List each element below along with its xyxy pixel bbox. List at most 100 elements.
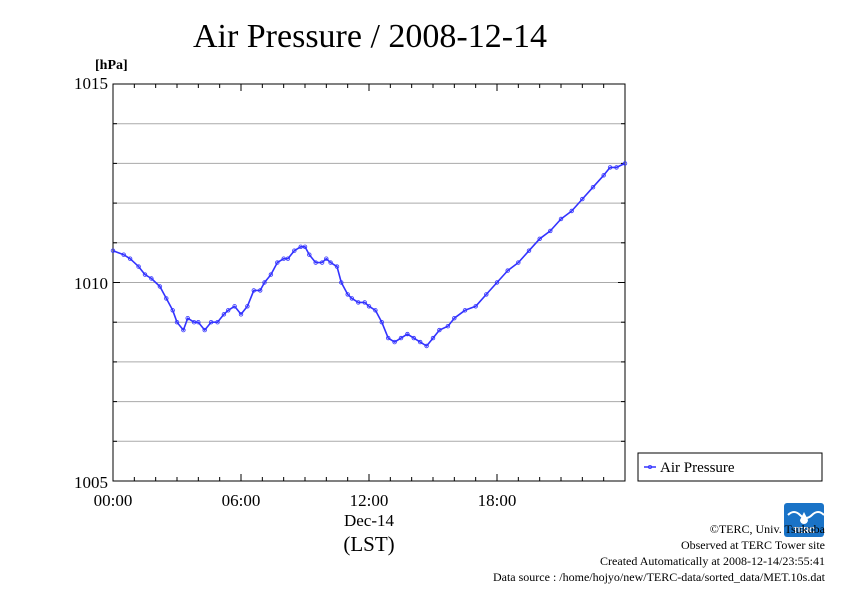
data-point [157, 284, 163, 289]
data-point [208, 320, 214, 325]
data-point [298, 244, 303, 249]
logo-text: TERC [793, 526, 815, 535]
data-point [110, 248, 116, 253]
data-point [262, 280, 267, 285]
observed-text: Observed at TERC Tower site [680, 538, 825, 552]
copyright-text: ©TERC, Univ. Tsukuba [709, 522, 825, 536]
created-text: Created Automatically at 2008-12-14/23:5… [600, 554, 825, 568]
data-point [285, 256, 291, 261]
data-point [202, 327, 207, 333]
series-group [110, 161, 628, 349]
data-point [313, 260, 318, 265]
data-point [136, 264, 141, 269]
data-point [245, 304, 250, 309]
data-point [185, 316, 190, 321]
legend-swatch-marker [648, 464, 653, 469]
legend-box [637, 452, 823, 482]
data-point [121, 252, 126, 257]
data-point [569, 208, 574, 214]
data-point [238, 312, 244, 317]
data-point [307, 252, 312, 257]
data-point [430, 335, 436, 341]
data-point [339, 280, 344, 285]
data-point [345, 292, 350, 297]
data-point [319, 260, 325, 265]
data-point [558, 216, 564, 222]
data-point [142, 272, 148, 277]
chart-title: Air Pressure / 2008-12-14 [193, 18, 547, 55]
data-point [221, 312, 227, 317]
data-point [302, 244, 308, 249]
terc-logo: TERC [784, 503, 825, 537]
legend-label: Air Pressure [660, 460, 735, 476]
data-point [601, 173, 606, 178]
data-point [548, 228, 553, 234]
data-point [164, 296, 169, 301]
y-tick-label: 1015 [74, 74, 108, 93]
data-point [445, 324, 451, 329]
data-point [196, 320, 201, 325]
data-point [411, 335, 416, 341]
data-point [452, 316, 457, 321]
data-point [537, 236, 542, 241]
data-point [127, 256, 133, 261]
data-point [268, 272, 274, 277]
x-tick-label: 12:00 [350, 491, 389, 510]
data-point [484, 292, 489, 297]
data-point [258, 288, 263, 293]
data-point [251, 288, 256, 293]
data-point [373, 308, 378, 313]
data-point [356, 300, 361, 305]
data-point [392, 339, 397, 345]
data-point [366, 304, 372, 309]
data-point [275, 260, 280, 265]
data-point [149, 276, 154, 281]
x-axis-date-label: Dec-14 [344, 511, 395, 530]
terc-logo-graphic: TERC [784, 503, 825, 537]
data-point [607, 165, 613, 170]
x-axis-timezone-label: (LST) [343, 532, 394, 556]
grid [113, 123, 625, 442]
data-point [473, 304, 478, 309]
data-point [281, 256, 286, 261]
data-point [170, 308, 175, 313]
data-point [181, 327, 186, 333]
x-tick-label: 06:00 [222, 491, 261, 510]
data-point [418, 339, 423, 345]
data-point [334, 264, 340, 269]
data-point [580, 196, 585, 202]
legend: Air Pressure [637, 452, 823, 482]
data-point [379, 320, 384, 325]
data-source-text: Data source : /home/hojyo/new/TERC-data/… [492, 570, 825, 584]
x-tick-label: 00:00 [94, 491, 133, 510]
x-tick-label: 18:00 [478, 491, 517, 510]
y-tick-label: 1005 [74, 473, 108, 492]
data-point [590, 184, 596, 190]
data-point [292, 248, 297, 253]
data-point [349, 296, 355, 301]
data-point [505, 268, 510, 273]
data-point [324, 256, 329, 261]
data-point [225, 308, 231, 313]
data-point [622, 161, 628, 166]
credits-block: ©TERC, Univ. Tsukuba Observed at TERC To… [493, 521, 825, 585]
data-point [328, 260, 333, 265]
data-point [494, 280, 500, 285]
data-point [232, 304, 237, 309]
data-point [516, 260, 521, 265]
data-point [215, 320, 220, 325]
data-point [174, 320, 180, 325]
data-point [386, 335, 391, 341]
data-point [191, 320, 197, 325]
data-point [405, 331, 410, 337]
y-tick-label: 1010 [74, 274, 108, 293]
data-point [362, 300, 367, 305]
series-line [112, 162, 626, 347]
data-point [526, 248, 532, 253]
data-point [398, 335, 404, 341]
y-axis-unit: [hPa] [95, 58, 128, 73]
data-point [462, 308, 468, 313]
axis-ticks [112, 83, 626, 482]
data-point [437, 327, 442, 333]
